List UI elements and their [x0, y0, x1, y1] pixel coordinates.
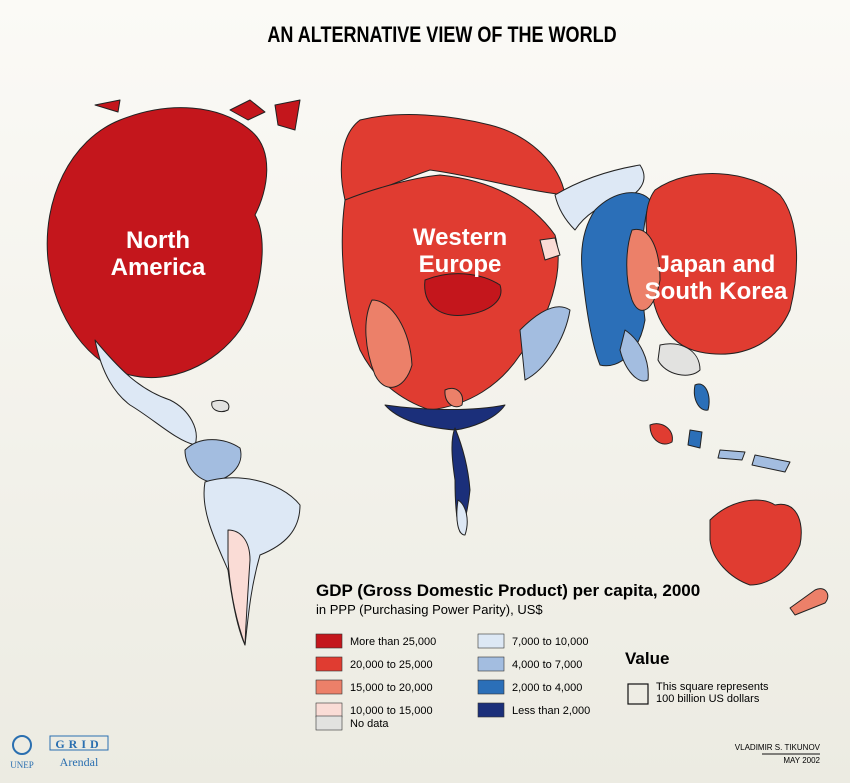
region-label: North America: [111, 227, 206, 281]
legend-swatch: [315, 702, 343, 718]
legend-swatch: [315, 633, 343, 649]
arendal-logo: Arendal: [60, 755, 99, 769]
legend-label: More than 25,000: [350, 636, 436, 648]
cartogram: [46, 99, 829, 646]
legend-swatch: [477, 656, 505, 672]
greece: [444, 387, 464, 408]
legend-label: Less than 2,000: [512, 705, 590, 717]
legend-swatch: [477, 633, 505, 649]
eastern-europe: [539, 237, 561, 261]
credit-author: VLADIMIR S. TIKUNOV: [735, 743, 821, 752]
southeast-asia: [619, 329, 649, 382]
region-label: Western Europe: [413, 224, 507, 278]
arctic-islands: [94, 99, 301, 131]
north-america: [46, 107, 268, 379]
unep-logo: UNEP: [10, 760, 34, 770]
balkans: [519, 306, 571, 381]
title: AN ALTERNATIVE VIEW OF THE WORLD: [267, 23, 616, 47]
andean-north: [184, 439, 242, 483]
legend-swatch: [315, 679, 343, 695]
legend-label: No data: [350, 718, 389, 730]
taiwan-hk: [649, 423, 673, 445]
korea: [626, 228, 661, 311]
south-africa: [456, 499, 468, 536]
value-text: This square represents: [656, 681, 769, 693]
indonesia: [717, 449, 791, 473]
legend-swatch: [315, 656, 343, 672]
no-data-island: [211, 399, 230, 413]
legend-title: GDP (Gross Domestic Product) per capita,…: [316, 581, 700, 600]
grid-box: [49, 735, 109, 751]
grid-logo: GRID: [55, 737, 102, 751]
legend-label: 2,000 to 4,000: [512, 682, 582, 694]
legend-label: 4,000 to 7,000: [512, 659, 582, 671]
legend-swatch: [477, 702, 505, 718]
value-title: Value: [625, 649, 669, 668]
australia: [709, 499, 802, 586]
legend-label: 15,000 to 20,000: [350, 682, 433, 694]
credit-date: MAY 2002: [783, 756, 820, 765]
region-label: Japan and South Korea: [645, 251, 788, 305]
value-text: 100 billion US dollars: [656, 693, 760, 705]
germany: [424, 273, 502, 316]
new-zealand: [789, 588, 829, 616]
argentina-chile: [227, 529, 251, 646]
philippines: [687, 383, 710, 449]
iberia: [365, 299, 413, 388]
legend-label: 7,000 to 10,000: [512, 636, 588, 648]
north-africa: [384, 404, 506, 431]
unep-emblem: [12, 735, 32, 755]
value-square: [627, 683, 649, 705]
legend-swatch: [315, 715, 343, 731]
legend-label: 10,000 to 15,000: [350, 705, 433, 717]
scandinavia: [340, 114, 566, 201]
legend-swatch: [477, 679, 505, 695]
south-america: [203, 477, 301, 646]
legend-subtitle: in PPP (Purchasing Power Parity), US$: [316, 602, 543, 617]
no-data-korea-north: [657, 343, 701, 376]
legend: More than 25,000 20,000 to 25,000 15,000 t…: [315, 633, 590, 731]
legend-label: 20,000 to 25,000: [350, 659, 433, 671]
